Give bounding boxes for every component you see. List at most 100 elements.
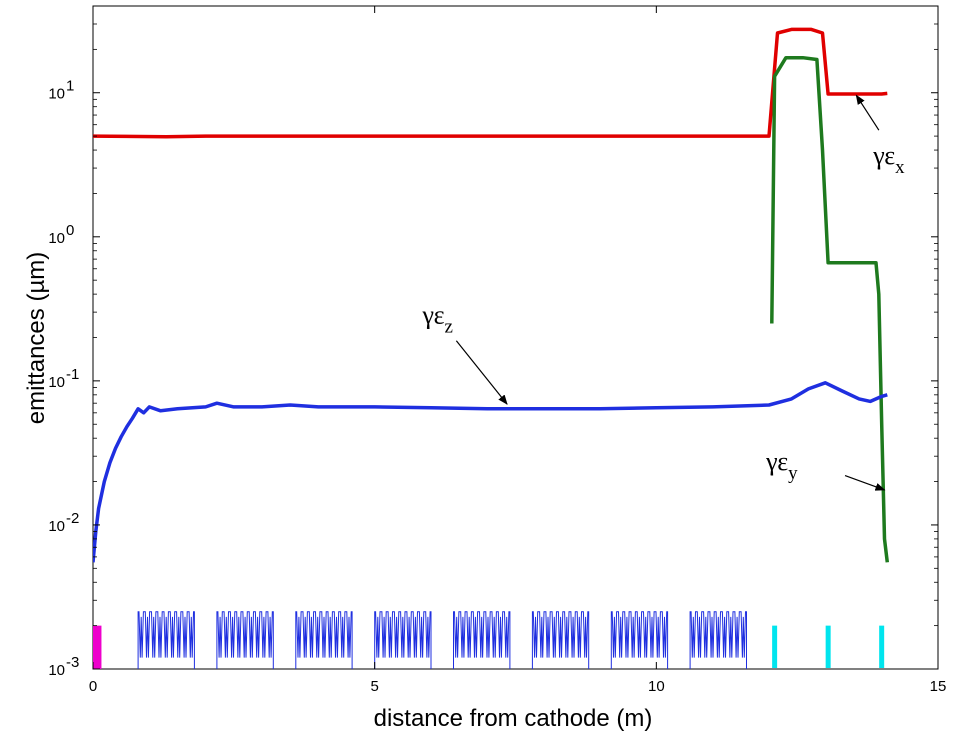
lattice-marker-layer bbox=[93, 611, 885, 669]
series-layer bbox=[93, 27, 890, 563]
series-3-point bbox=[870, 401, 871, 402]
quad-marker bbox=[879, 625, 885, 668]
annotation-label-x: γεx bbox=[872, 141, 905, 178]
cavity-group bbox=[531, 611, 590, 669]
series-1-point bbox=[205, 136, 206, 137]
series-3-point bbox=[216, 403, 217, 404]
y-tick-label: 10 bbox=[48, 518, 65, 535]
gun-marker bbox=[93, 625, 102, 669]
series-2-point bbox=[785, 57, 786, 58]
annotation-subscript: y bbox=[788, 463, 798, 484]
x-axis-title: distance from cathode (m) bbox=[374, 705, 653, 732]
annotation-label-y: γεy bbox=[765, 447, 798, 484]
series-3-point bbox=[825, 382, 826, 383]
series-1-point bbox=[769, 136, 770, 137]
x-tick-label: 5 bbox=[370, 678, 378, 695]
series-3-point bbox=[487, 408, 488, 409]
series-2-point bbox=[887, 562, 888, 563]
y-axis-title: emittances (µm) bbox=[23, 252, 50, 425]
series-line-2 bbox=[770, 55, 890, 563]
series-2-point bbox=[774, 76, 775, 77]
quad-marker bbox=[772, 625, 778, 668]
series-1-point bbox=[318, 136, 319, 137]
series-3-point bbox=[859, 398, 860, 399]
series-2-point bbox=[878, 294, 879, 295]
y-tick-exponent: -1 bbox=[66, 366, 79, 383]
cavity-group bbox=[216, 611, 274, 669]
annotation-greek: γε bbox=[765, 447, 788, 476]
y-tick-label: 10 bbox=[48, 86, 65, 103]
y-tick-exponent: -2 bbox=[66, 510, 79, 527]
y-tick-label: 10 bbox=[48, 374, 65, 391]
y-tick-label: 10 bbox=[48, 662, 65, 679]
cavity-group bbox=[689, 611, 747, 669]
series-3-point bbox=[109, 462, 110, 463]
series-3-point bbox=[769, 405, 770, 406]
cavity-group bbox=[453, 611, 511, 669]
series-3-point bbox=[290, 405, 291, 406]
series-line-3 bbox=[93, 381, 888, 563]
x-tick-label: 15 bbox=[930, 678, 947, 695]
series-3-point bbox=[431, 407, 432, 408]
series-3-point bbox=[115, 448, 116, 449]
series-3-point bbox=[318, 406, 319, 407]
series-3-point bbox=[121, 436, 122, 437]
series-3-point bbox=[600, 408, 601, 409]
cavity-group bbox=[610, 611, 669, 669]
x-tick-label: 10 bbox=[648, 678, 665, 695]
y-tick-exponent: 0 bbox=[66, 222, 74, 239]
annotation-arrow bbox=[455, 340, 508, 405]
series-3-point bbox=[98, 508, 99, 509]
y-tick-label: 10 bbox=[48, 230, 65, 247]
series-3-point bbox=[656, 407, 657, 408]
series-2-point bbox=[884, 538, 885, 539]
series-1-point bbox=[656, 136, 657, 137]
series-3-point bbox=[126, 426, 127, 427]
plot-area bbox=[92, 5, 939, 670]
series-1-point bbox=[887, 93, 888, 94]
cavity-group bbox=[295, 611, 353, 669]
series-1-point bbox=[811, 29, 812, 30]
annotation-greek: γε bbox=[872, 141, 895, 170]
y-tick-exponent: 1 bbox=[66, 78, 74, 95]
series-3-point bbox=[205, 406, 206, 407]
series-3-point bbox=[808, 388, 809, 389]
series-3-point bbox=[712, 406, 713, 407]
series-1-point bbox=[822, 33, 823, 34]
series-1-point bbox=[881, 94, 882, 95]
series-3-point bbox=[149, 406, 150, 407]
series-3-point bbox=[104, 481, 105, 482]
series-1-point bbox=[431, 136, 432, 137]
series-3-point bbox=[177, 408, 178, 409]
series-3-point bbox=[132, 418, 133, 419]
series-2-point bbox=[802, 57, 803, 58]
annotation-label-z: γεz bbox=[422, 301, 453, 338]
series-2-point bbox=[828, 262, 829, 263]
annotation-greek: γε bbox=[422, 301, 445, 330]
series-1-point bbox=[166, 136, 167, 137]
series-3-point bbox=[842, 391, 843, 392]
x-tick-label: 0 bbox=[89, 678, 97, 695]
series-3-point bbox=[543, 408, 544, 409]
cavity-group bbox=[374, 611, 432, 669]
series-3-point bbox=[881, 396, 882, 397]
series-1-point bbox=[828, 94, 829, 95]
quad-marker bbox=[825, 625, 831, 668]
annotation-subscript: z bbox=[445, 317, 453, 338]
series-3-point bbox=[887, 394, 888, 395]
series-3-point bbox=[233, 406, 234, 407]
annotation-arrow bbox=[844, 475, 886, 491]
y-tick-exponent: -3 bbox=[66, 654, 79, 671]
series-1-point bbox=[543, 136, 544, 137]
series-3-point bbox=[143, 412, 144, 413]
annotation-subscript: x bbox=[895, 157, 905, 178]
series-2-point bbox=[816, 59, 817, 60]
series-2-point bbox=[771, 323, 772, 324]
series-line-1 bbox=[93, 27, 888, 139]
annotation-arrow bbox=[855, 94, 880, 131]
series-1-point bbox=[791, 29, 792, 30]
series-3-point bbox=[374, 406, 375, 407]
